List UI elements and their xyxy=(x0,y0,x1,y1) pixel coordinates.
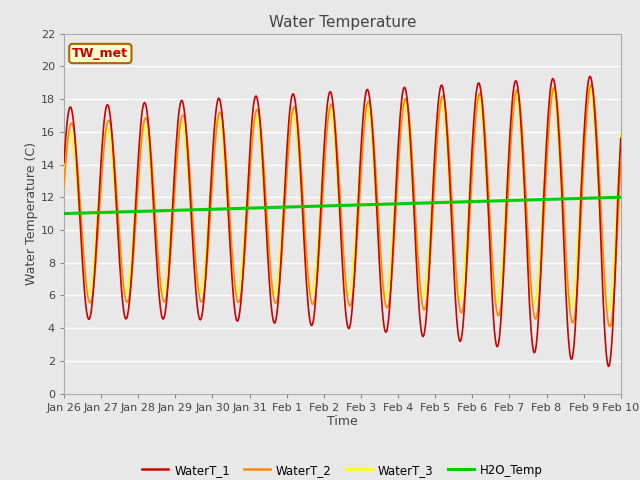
Y-axis label: Water Temperature (C): Water Temperature (C) xyxy=(25,142,38,285)
Title: Water Temperature: Water Temperature xyxy=(269,15,416,30)
Legend: WaterT_1, WaterT_2, WaterT_3, H2O_Temp: WaterT_1, WaterT_2, WaterT_3, H2O_Temp xyxy=(138,459,547,480)
X-axis label: Time: Time xyxy=(327,415,358,429)
Text: TW_met: TW_met xyxy=(72,47,129,60)
